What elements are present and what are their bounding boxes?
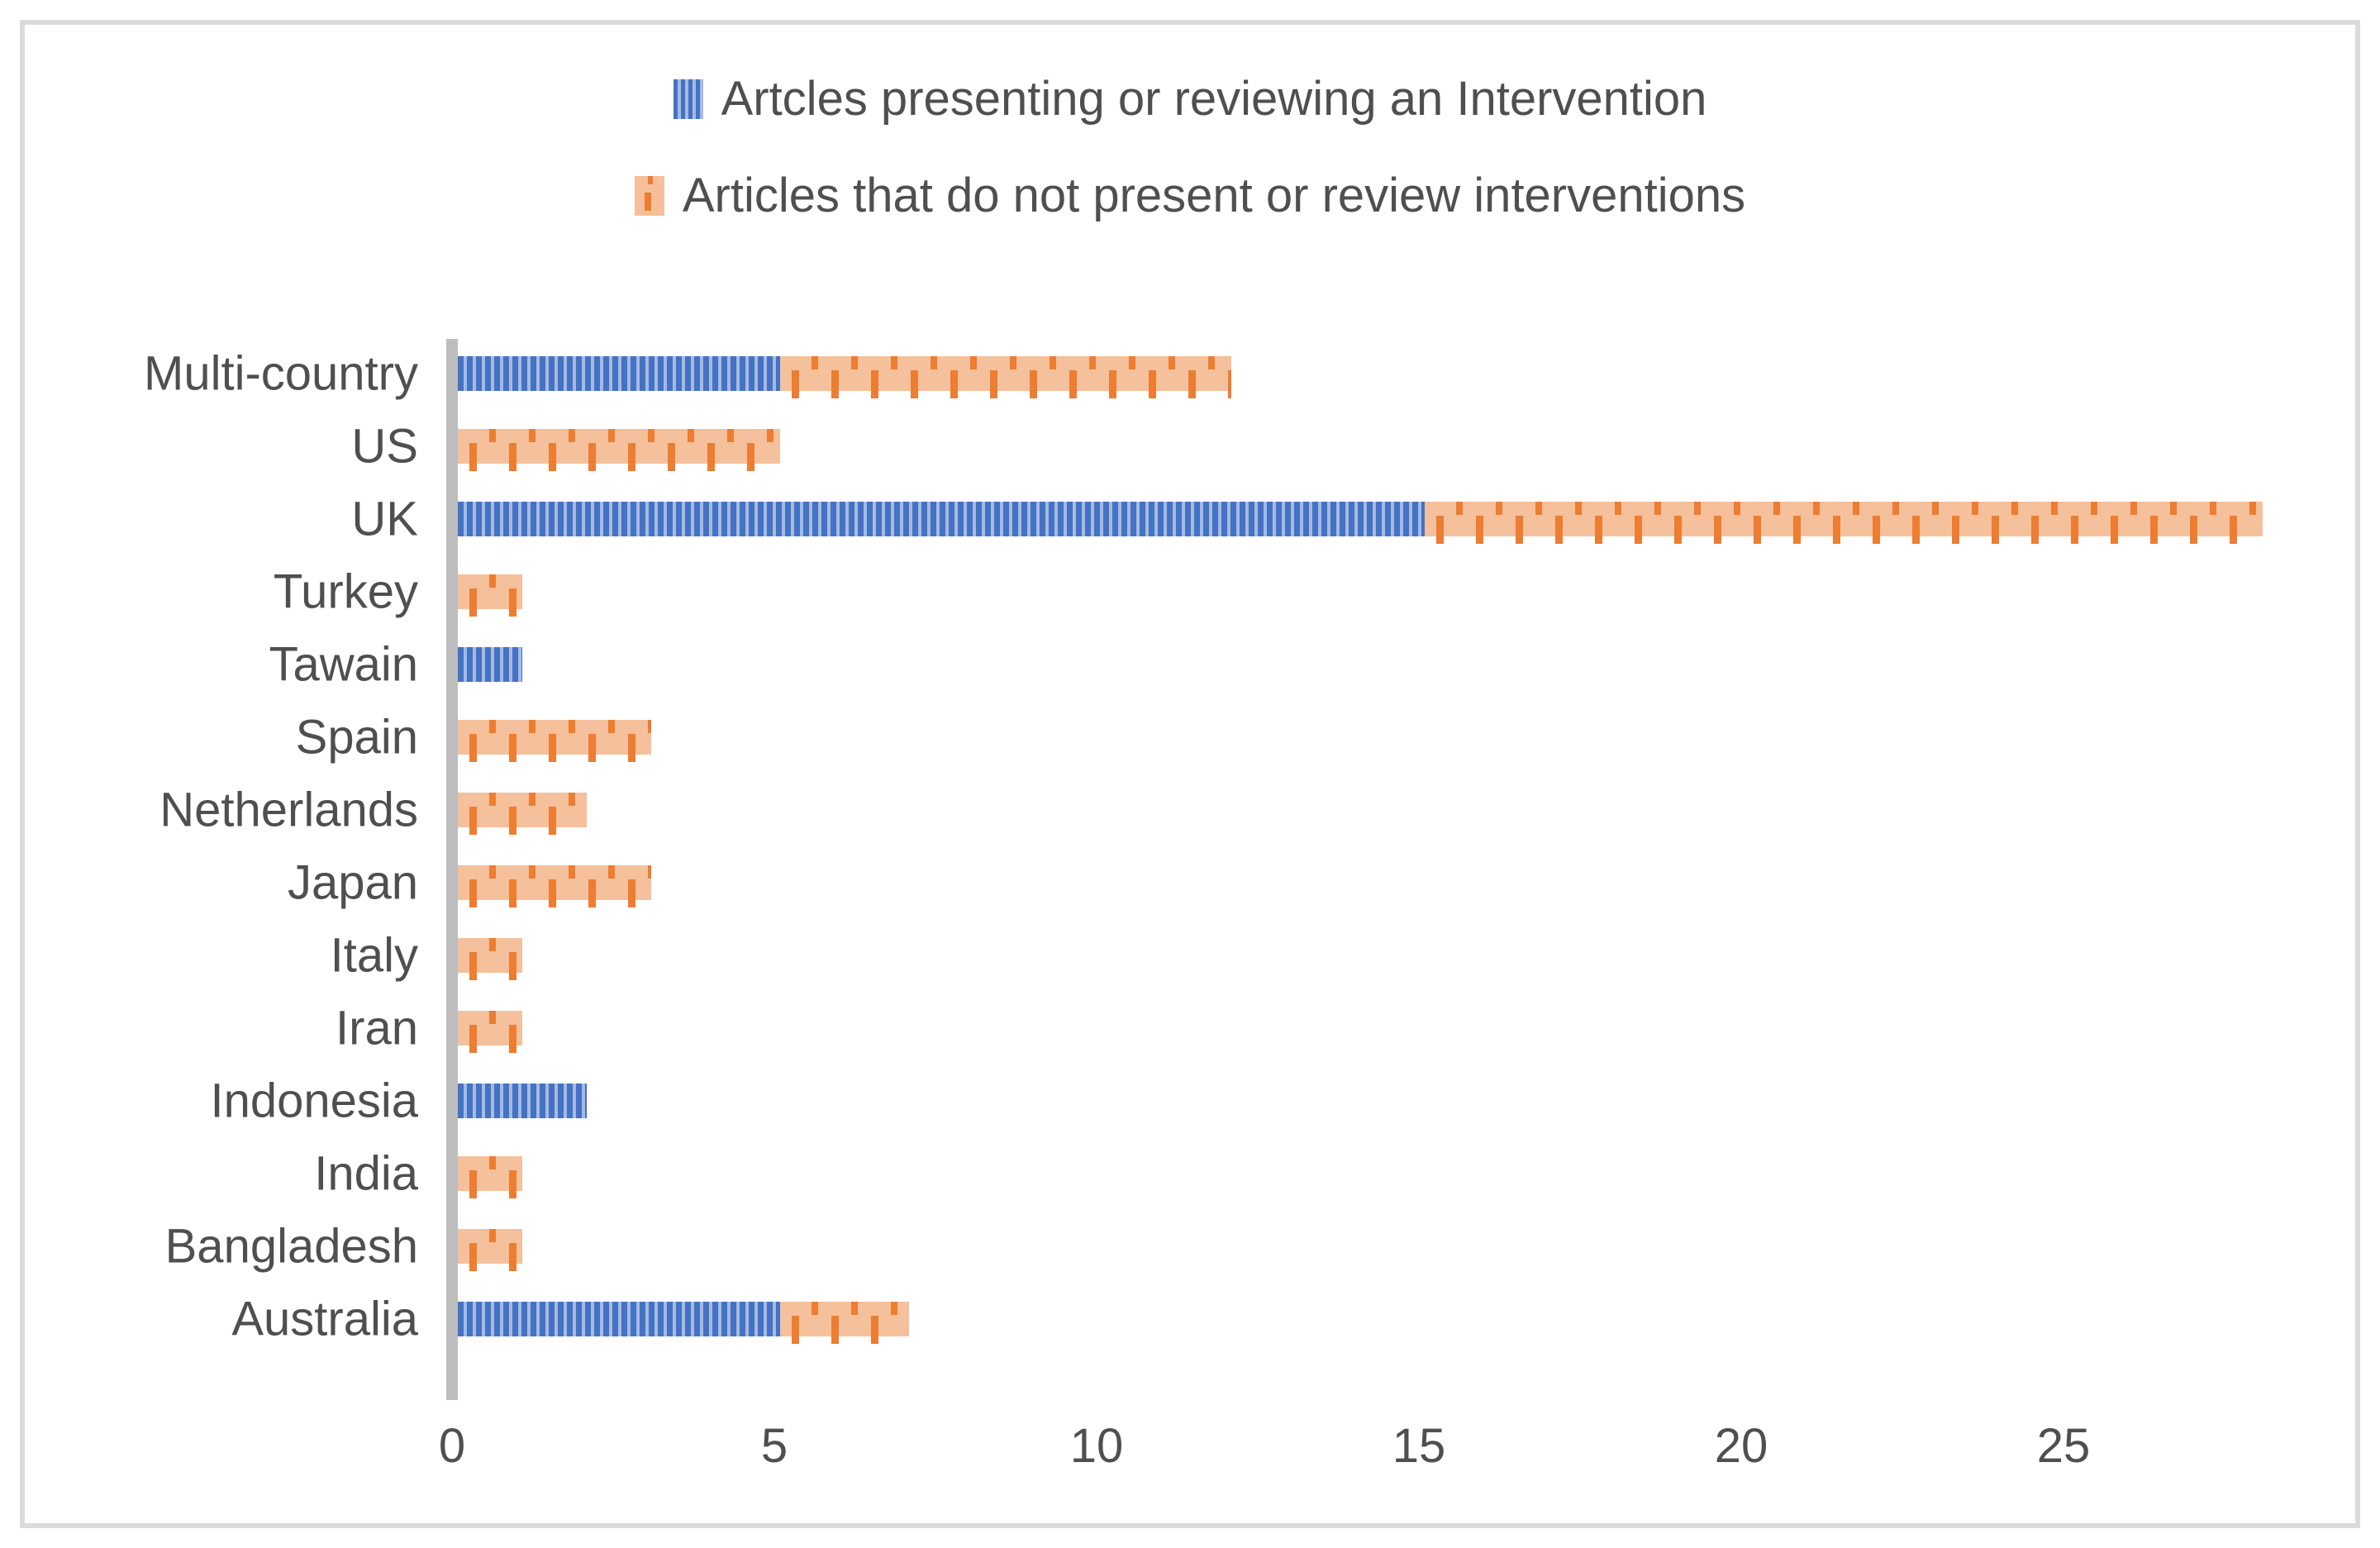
bar-track (458, 1156, 522, 1198)
category-label: Tawain (269, 637, 418, 692)
chart-row: Tawain (0, 628, 2380, 701)
category-label: India (314, 1146, 418, 1201)
bar-segment-no-intervention (458, 1156, 522, 1198)
category-label: UK (351, 492, 418, 546)
legend-label-intervention: Artcles presenting or reviewing an Inter… (721, 72, 1707, 126)
legend-label-no-intervention: Articles that do not present or review i… (682, 169, 1746, 222)
chart-row: UK (0, 483, 2380, 555)
bar-segment-intervention (458, 1084, 587, 1118)
category-label: Bangladesh (164, 1219, 418, 1274)
legend-item-no-intervention: Articles that do not present or review i… (634, 168, 1746, 223)
category-label: Spain (295, 710, 418, 764)
bar-segment-no-intervention (458, 1011, 522, 1053)
bar-segment-intervention (458, 1302, 780, 1336)
chart-row: Multi-country (0, 337, 2380, 410)
bar-segment-intervention (458, 647, 522, 682)
bar-segment-no-intervention (458, 574, 522, 617)
legend-swatch-intervention-icon (673, 79, 703, 119)
bar-segment-no-intervention (780, 1302, 909, 1344)
chart-row: Italy (0, 919, 2380, 992)
legend-swatch-no-intervention-icon (634, 175, 664, 216)
x-tick-label: 10 (1069, 1419, 1124, 1473)
bar-track (458, 502, 2263, 544)
bar-track (458, 429, 780, 471)
chart-row: Australia (0, 1283, 2380, 1355)
chart-row: Iran (0, 992, 2380, 1065)
bar-track (458, 1229, 522, 1271)
bar-segment-intervention (458, 356, 780, 391)
chart-row: Turkey (0, 555, 2380, 628)
chart-row: Bangladesh (0, 1210, 2380, 1283)
bar-segment-no-intervention (458, 1229, 522, 1271)
category-label: Turkey (273, 564, 418, 619)
bar-track (458, 865, 651, 907)
bar-segment-no-intervention (1425, 502, 2263, 544)
bar-track (458, 793, 587, 835)
bar-track (458, 1084, 587, 1118)
chart-row: India (0, 1137, 2380, 1210)
bar-track (458, 574, 522, 617)
bar-segment-no-intervention (458, 720, 651, 762)
bar-track (458, 938, 522, 980)
x-tick-label: 15 (1392, 1419, 1446, 1473)
y-axis-line (446, 339, 458, 1400)
bar-segment-no-intervention (458, 938, 522, 980)
chart-row: Indonesia (0, 1065, 2380, 1137)
bar-track (458, 647, 522, 682)
chart-row: US (0, 410, 2380, 483)
bar-segment-no-intervention (458, 865, 651, 907)
x-tick-label: 0 (438, 1419, 466, 1473)
bar-track (458, 720, 651, 762)
bar-track (458, 356, 1231, 398)
category-label: US (351, 419, 418, 474)
bar-track (458, 1302, 909, 1344)
legend-item-intervention: Artcles presenting or reviewing an Inter… (673, 71, 1707, 126)
bar-segment-no-intervention (780, 356, 1231, 398)
legend: Artcles presenting or reviewing an Inter… (0, 71, 2380, 223)
category-label: Australia (231, 1292, 418, 1346)
bar-segment-intervention (458, 502, 1425, 536)
x-tick-label: 5 (760, 1419, 788, 1473)
chart-row: Spain (0, 701, 2380, 774)
bar-segment-no-intervention (458, 429, 780, 471)
category-label: Iran (336, 1001, 418, 1055)
x-tick-label: 25 (2036, 1419, 2091, 1473)
category-label: Multi-country (144, 346, 418, 401)
plot-area: Multi-country US UK Turkey Tawain Spain Nether… (0, 337, 2380, 1355)
bar-track (458, 1011, 522, 1053)
x-tick-label: 20 (1714, 1419, 1768, 1473)
category-label: Indonesia (210, 1074, 418, 1128)
bar-segment-no-intervention (458, 793, 587, 835)
category-label: Netherlands (159, 783, 418, 837)
x-axis-tick-labels: 0 5 10 15 20 25 (0, 1418, 2380, 1476)
category-label: Italy (330, 928, 418, 983)
chart-row: Japan (0, 846, 2380, 919)
chart-row: Netherlands (0, 774, 2380, 846)
category-label: Japan (287, 855, 418, 910)
